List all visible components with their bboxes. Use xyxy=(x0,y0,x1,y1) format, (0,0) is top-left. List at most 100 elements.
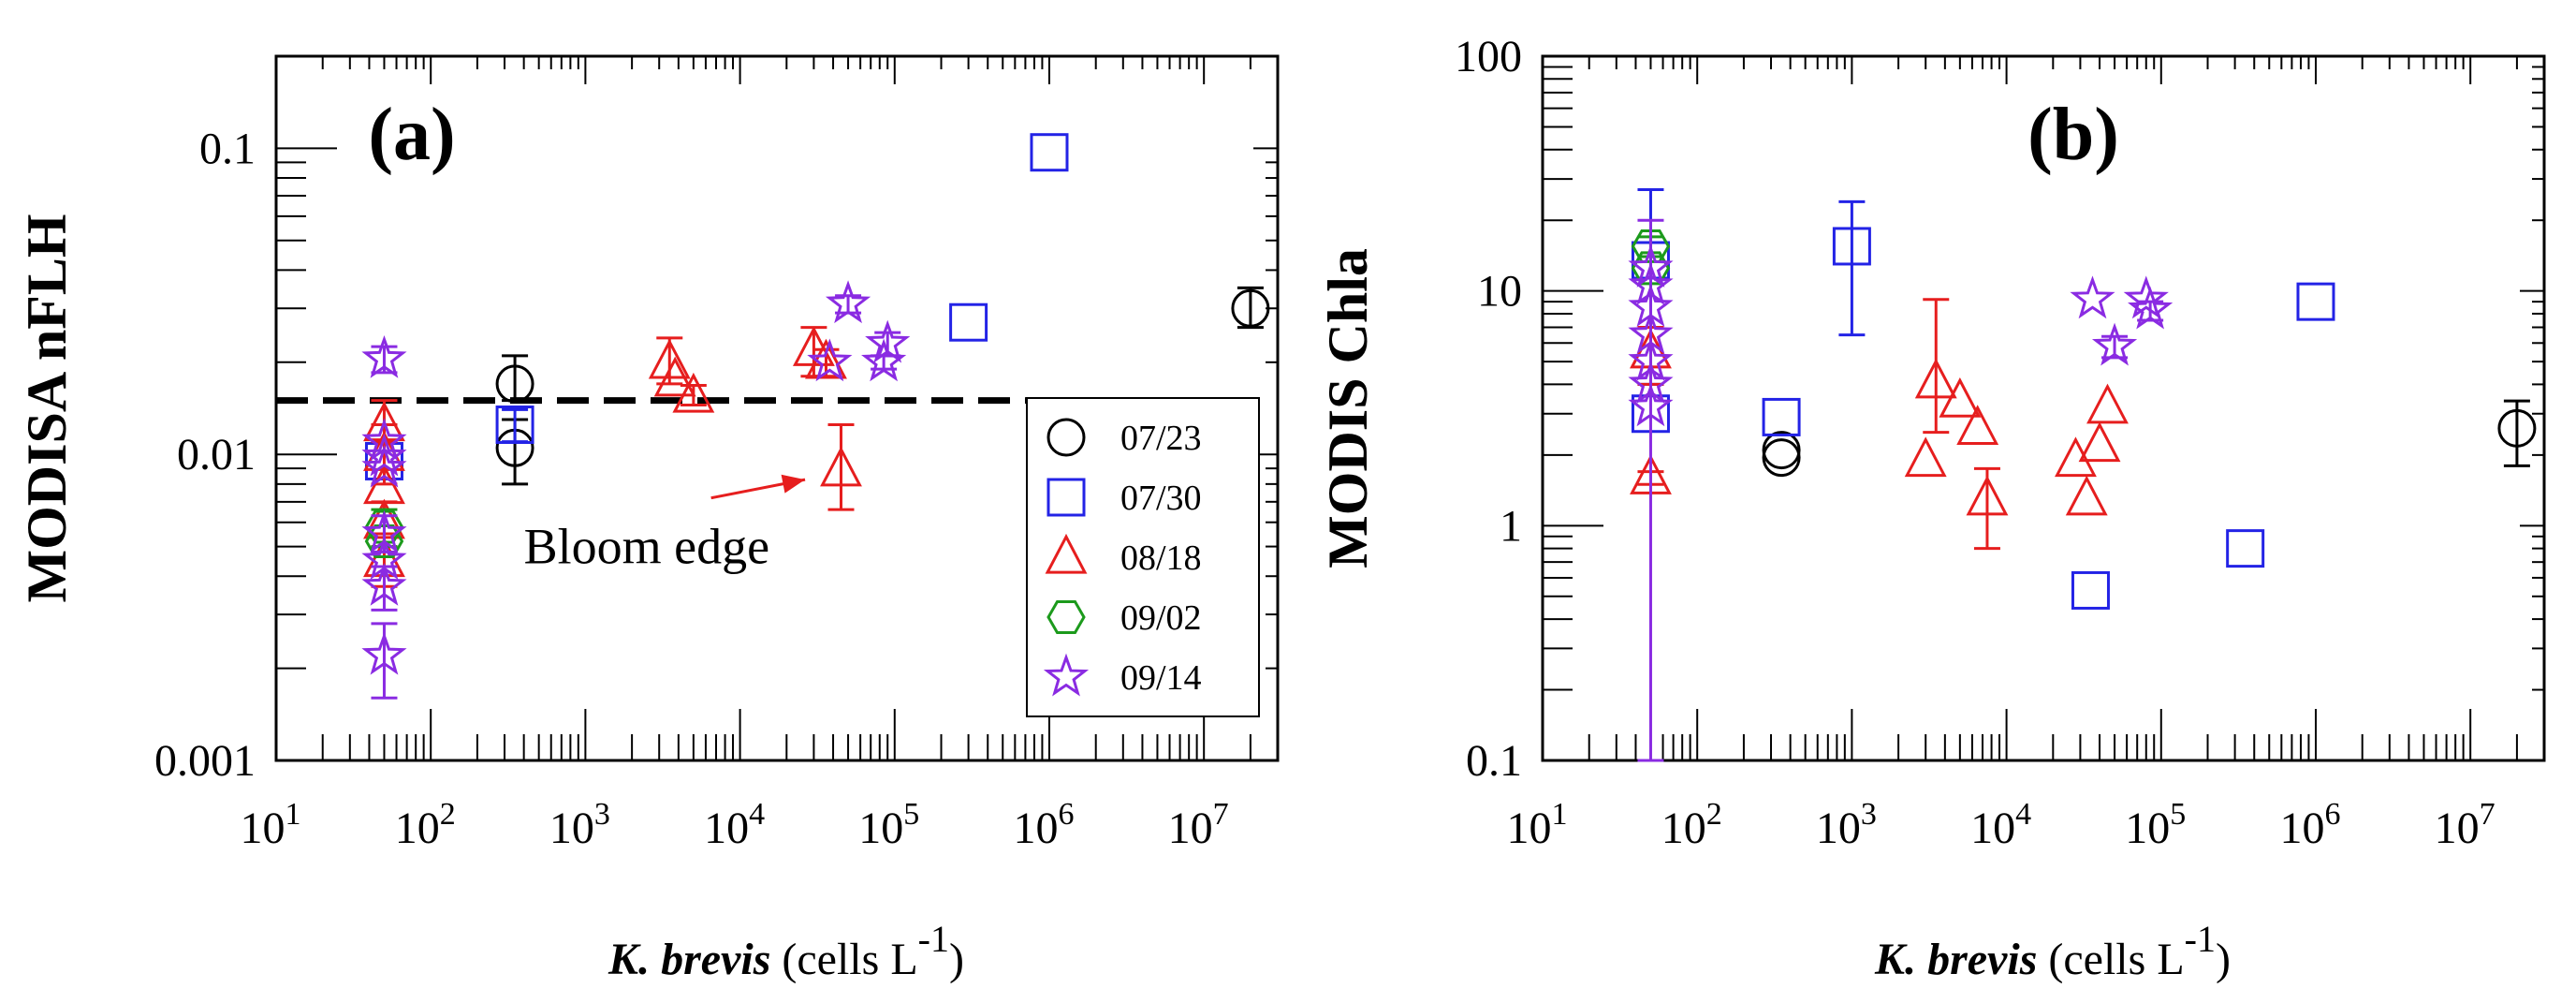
x-tick-label: 107 xyxy=(2435,797,2496,853)
plot-frame xyxy=(274,54,1280,762)
circle-marker xyxy=(1762,438,1801,478)
star-marker xyxy=(1628,383,1674,427)
y-axis-label: MODISA nFLH xyxy=(16,214,78,602)
x-tick-label: 105 xyxy=(858,797,919,853)
circle-marker xyxy=(495,364,534,404)
x-tick-exp: 5 xyxy=(903,797,919,832)
panel-a: 101 102 103 104 105 106 1070.0010.010.1MODISA … xyxy=(16,54,1280,984)
series-07-30 xyxy=(1631,188,2335,610)
star-marker xyxy=(361,433,407,477)
x-tick-exp: 1 xyxy=(285,797,301,832)
star-marker xyxy=(2091,322,2138,366)
x-tick-label: 101 xyxy=(1507,797,1568,853)
square-marker xyxy=(1030,133,1069,172)
x-tick-label: 103 xyxy=(1816,797,1877,853)
y-tick-label: 100 xyxy=(1455,32,1522,81)
triangle-marker xyxy=(1939,377,1982,418)
x-axis-label-species: K. brevis xyxy=(1874,935,2037,984)
x-tick-label: 102 xyxy=(1661,797,1722,853)
star-marker xyxy=(1043,653,1090,697)
triangle-marker xyxy=(2086,383,2129,424)
y-tick-label: 10 xyxy=(1477,267,1522,317)
y-tick-label: 0.001 xyxy=(154,736,256,786)
star-marker xyxy=(361,444,407,488)
square-marker xyxy=(949,302,988,342)
annotation-arrowhead xyxy=(781,474,806,494)
triangle-marker xyxy=(1966,475,2009,516)
x-axis-label-unit: (cells L xyxy=(770,935,917,984)
square-marker xyxy=(2296,282,2335,321)
star-marker xyxy=(807,338,853,382)
legend-label: 07/23 xyxy=(1120,419,1202,458)
y-tick-label: 0.01 xyxy=(177,430,256,479)
y-ticks xyxy=(276,55,1278,761)
x-tick-exp: 6 xyxy=(1058,797,1074,832)
star-marker xyxy=(1628,244,1674,288)
square-marker xyxy=(1046,478,1086,517)
star-marker xyxy=(861,338,907,382)
x-ticks xyxy=(1542,56,2545,760)
hexagon-marker xyxy=(364,524,404,558)
series-08-18 xyxy=(1630,298,2129,551)
star-marker xyxy=(2070,275,2115,319)
triangle-marker xyxy=(1904,436,1947,478)
triangle-marker xyxy=(1045,533,1088,574)
x-tick-exp: 5 xyxy=(2170,797,2186,832)
x-tick-base: 10 xyxy=(704,804,749,853)
panel-tag: (a) xyxy=(368,94,455,176)
circle-marker xyxy=(1046,418,1086,457)
star-marker xyxy=(361,334,407,378)
legend-label: 09/14 xyxy=(1120,658,1202,698)
triangle-marker xyxy=(648,338,691,379)
triangle-marker xyxy=(1914,358,1957,399)
series-09-14 xyxy=(361,280,911,700)
x-ticks xyxy=(275,56,1279,760)
star-marker xyxy=(361,562,407,606)
y-ticks xyxy=(1543,55,2544,761)
x-tick-label: 107 xyxy=(1168,797,1229,853)
x-tick-exp: 6 xyxy=(2324,797,2340,832)
y-tick-label: 1 xyxy=(1500,501,1522,551)
x-tick-base: 10 xyxy=(241,804,285,853)
square-marker xyxy=(2071,570,2110,610)
triangle-marker xyxy=(672,372,715,413)
series-07-23 xyxy=(1762,399,2537,478)
star-marker xyxy=(1628,262,1674,305)
x-tick-base: 10 xyxy=(858,804,903,853)
x-tick-base: 10 xyxy=(2435,804,2480,853)
star-marker xyxy=(2128,286,2174,330)
panel-tag: (b) xyxy=(2027,94,2119,176)
star-marker xyxy=(2123,275,2169,319)
y-axis-label: MODIS Chla xyxy=(1317,248,1379,568)
x-tick-label: 102 xyxy=(395,797,456,853)
plot-frame xyxy=(1541,54,2546,762)
x-tick-base: 10 xyxy=(1661,804,1706,853)
hexagon-marker xyxy=(1046,600,1086,634)
x-tick-label: 105 xyxy=(2125,797,2186,853)
x-tick-base: 10 xyxy=(1507,804,1552,853)
x-axis-label-species: K. brevis xyxy=(607,935,770,984)
star-marker xyxy=(1628,361,1674,404)
x-tick-label: 103 xyxy=(549,797,610,853)
star-marker xyxy=(1628,337,1674,381)
x-axis-label-exp: -1 xyxy=(2185,918,2216,960)
x-tick-label: 106 xyxy=(1013,797,1074,853)
x-tick-label: 106 xyxy=(2279,797,2340,853)
x-tick-base: 10 xyxy=(2279,804,2324,853)
legend-label: 08/18 xyxy=(1120,538,1202,578)
series-07-30 xyxy=(364,133,1069,480)
y-tick-label: 0.1 xyxy=(199,124,256,173)
x-tick-label: 101 xyxy=(241,797,301,853)
square-marker xyxy=(2226,529,2265,568)
y-tick-label: 0.1 xyxy=(1466,736,1522,786)
series-07-23 xyxy=(495,286,1270,486)
x-tick-base: 10 xyxy=(1816,804,1861,853)
triangle-marker xyxy=(1956,405,1999,445)
x-tick-base: 10 xyxy=(549,804,594,853)
x-tick-base: 10 xyxy=(395,804,440,853)
x-axis-label-close: ) xyxy=(949,935,964,984)
x-tick-label: 104 xyxy=(1970,797,2031,853)
legend: 07/23 07/30 08/18 09/02 09/14 xyxy=(1026,397,1260,717)
star-marker xyxy=(361,631,407,675)
